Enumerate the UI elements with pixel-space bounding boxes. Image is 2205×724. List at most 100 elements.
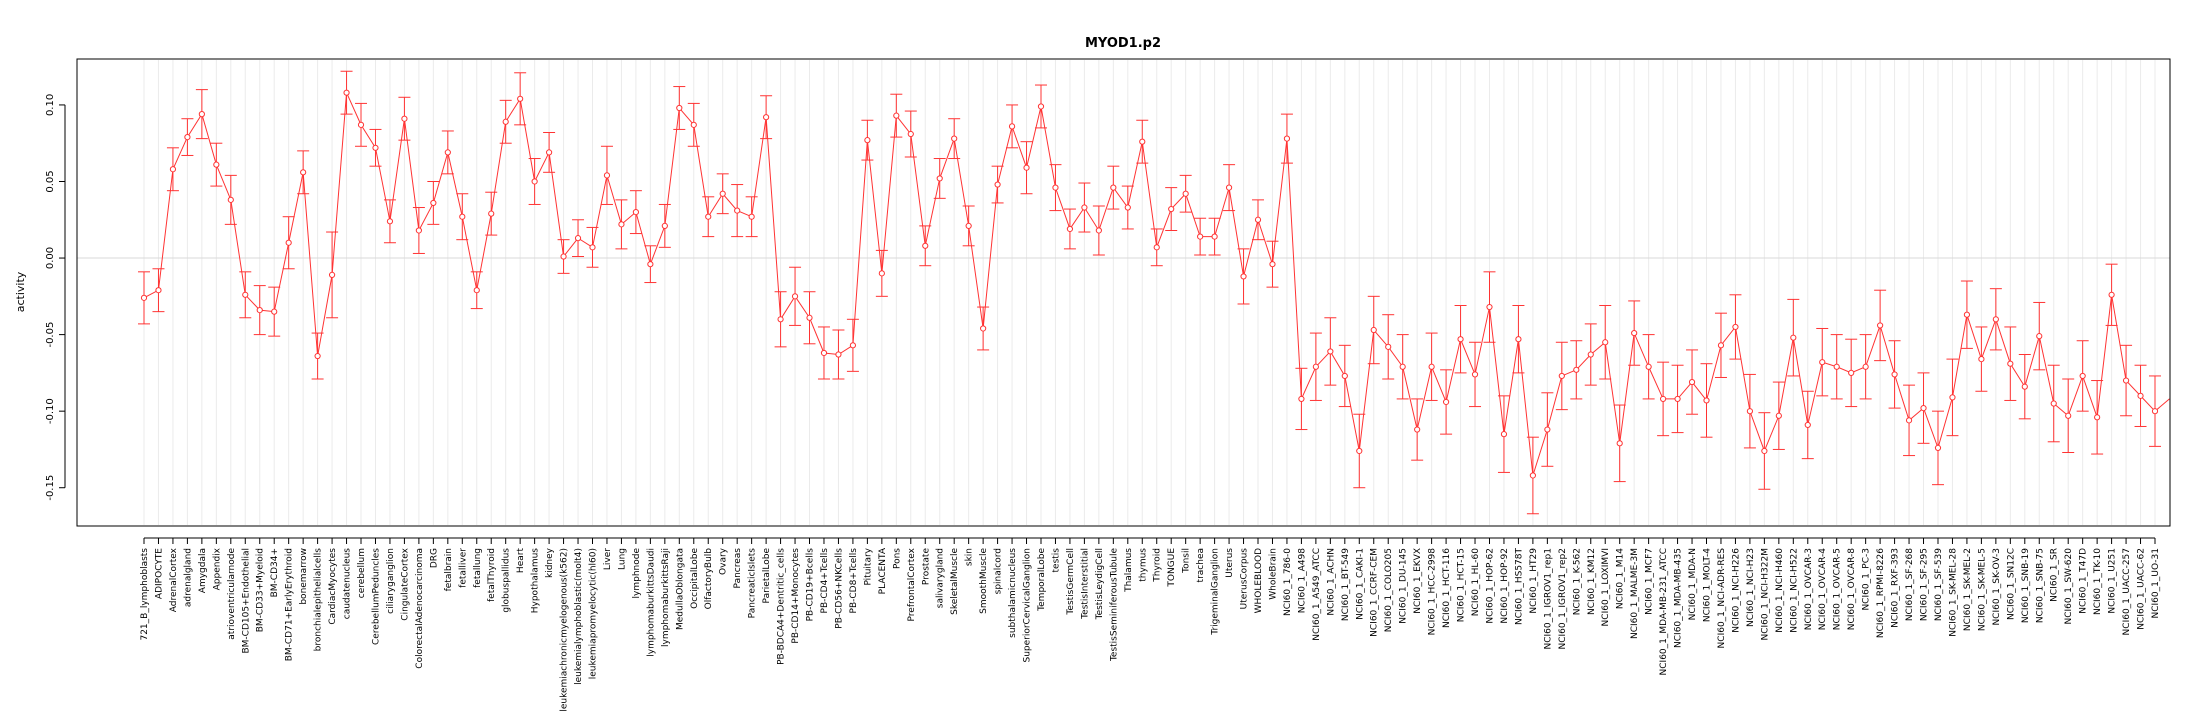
data-point [1428,363,1435,370]
data-point [1688,378,1696,386]
x-tick-label: NCI60_1_LOXIMVI [1601,548,1611,626]
data-point [1848,369,1855,376]
x-tick-label: Heart [516,548,526,574]
x-tick-label: NCI60_1_UO-31 [2151,548,2161,618]
data-point [1587,351,1594,358]
data-point [1356,447,1363,455]
x-tick-label: subthalamicnucleus [1008,548,1018,638]
data-point [864,137,871,144]
x-tick-label: PB-CD19+Bcells [806,548,816,622]
x-tick-label: Liver [603,548,613,570]
data-point [1399,363,1406,370]
data-point [1471,371,1479,378]
x-tick-label: NCI60_1_UACC-257 [2122,548,2132,635]
x-tick-label: TrigeminalGanglion [1211,548,1221,636]
data-point [531,178,538,185]
x-tick-label: NCI60_1_M14 [1616,548,1626,609]
x-tick-label: SmoothMuscle [979,548,989,614]
data-point [1283,135,1291,142]
data-point [1761,447,1768,455]
data-point [1963,311,1971,318]
data-point [1602,339,1609,346]
x-tick-label: Pancreas [733,548,743,589]
x-tick-label: bonemarrow [299,548,309,605]
data-point [1515,336,1522,343]
data-point [1949,394,1956,401]
x-tick-label: NCI60_1_786-0 [1283,548,1293,616]
x-tick-label: UterusCorpus [1240,548,1250,610]
data-point [271,308,278,315]
data-point [1645,363,1652,370]
y-tick-label: -0.15 [45,475,56,501]
x-tick-label: leukemiapromyelocytic(hl60) [588,548,598,679]
x-tick-label: NCI60_1_HCC-2998 [1428,548,1438,636]
data-point [1139,138,1146,145]
data-point [777,316,784,323]
x-tick-label: NCI60_1_IGROV1_rep1 [1543,548,1553,650]
x-tick-label: NCI60_1_SK-OV-3 [1992,548,2002,626]
x-tick-label: bronchialepithelialcells [314,548,324,652]
data-point [560,253,567,260]
data-point [1225,184,1233,191]
data-point [1457,336,1464,343]
x-tick-label: NCI60_1_A498 [1297,548,1307,613]
data-point [1008,123,1016,130]
x-tick-label: PB-CD4+Tcells [820,548,830,614]
x-tick-label: NCI60_1_SK-MEL-28 [1948,548,1958,637]
x-tick-label: fetalbrain [444,548,454,591]
x-tick-label: NCI60_1_HL-60 [1471,548,1481,616]
data-point [1254,216,1262,223]
data-point [951,135,958,142]
x-tick-label: NCI60_1_NCI-H522 [1789,548,1799,633]
x-tick-label: PLACENTA [878,547,888,594]
data-point [1298,395,1305,403]
x-tick-label: NCI60_1_NCI-H460 [1775,548,1785,633]
data-point [357,121,365,128]
data-point [676,104,683,112]
x-tick-label: lymphomaburkittsDaudi [646,548,656,657]
x-tick-label: NCI60_1_SNB-19 [2021,548,2031,623]
data-point [690,121,697,128]
data-point [430,199,437,207]
x-tick-label: NCI60_1_NCI-ADR-RES [1717,548,1727,649]
x-tick-label: NCI60_1_BT-549 [1341,548,1351,621]
data-point [2122,377,2130,384]
plot-frame [76,58,2171,527]
data-point [1182,190,1189,197]
data-point [343,89,350,96]
x-tick-label: CerebellumPeduncles [371,548,381,645]
data-point [893,112,900,119]
x-tick-label: NCI60_1_RXF-393 [1891,548,1901,628]
x-tick-label: lymphnode [632,548,642,599]
x-tick-label: MedullaOblongata [675,548,685,630]
x-tick-label: NCI60_1_T47D [2079,548,2089,614]
data-point [2108,291,2115,298]
data-point [1211,233,1218,240]
data-point [213,161,220,168]
x-tick-label: leukemiachronicmyelogenous(k562) [560,548,570,712]
x-tick-label: NCI60_1_SF-539 [1934,548,1944,621]
x-tick-label: ParietalLobe [762,548,772,604]
data-point [2094,414,2101,421]
data-point [1153,244,1160,251]
data-point [1341,372,1348,380]
x-tick-label: TONGUE [1167,548,1177,588]
x-tick-label: NCI60_1_U251 [2108,548,2118,614]
x-tick-label: atrioventricularnode [227,548,237,640]
x-tick-label: fetalThyroid [487,548,497,602]
x-tick-label: AdrenalCortex [169,547,179,612]
x-tick-label: OccipitalLobe [690,548,700,609]
data-point [647,261,654,268]
x-tick-label: thymus [1138,548,1148,582]
data-point [1066,225,1074,233]
data-point [1370,326,1377,334]
x-tick-label: fetallung [473,548,483,588]
data-point [2007,360,2014,367]
x-tick-label: NCI60_1_HOP-62 [1485,548,1495,624]
x-tick-label: kidney [545,547,555,578]
data-point [820,349,828,357]
series-layer [138,70,2170,515]
x-tick-label: NCI60_1_OVCAR-3 [1804,548,1814,630]
x-tick-label: spinalcord [994,548,1004,594]
data-point [734,207,741,214]
